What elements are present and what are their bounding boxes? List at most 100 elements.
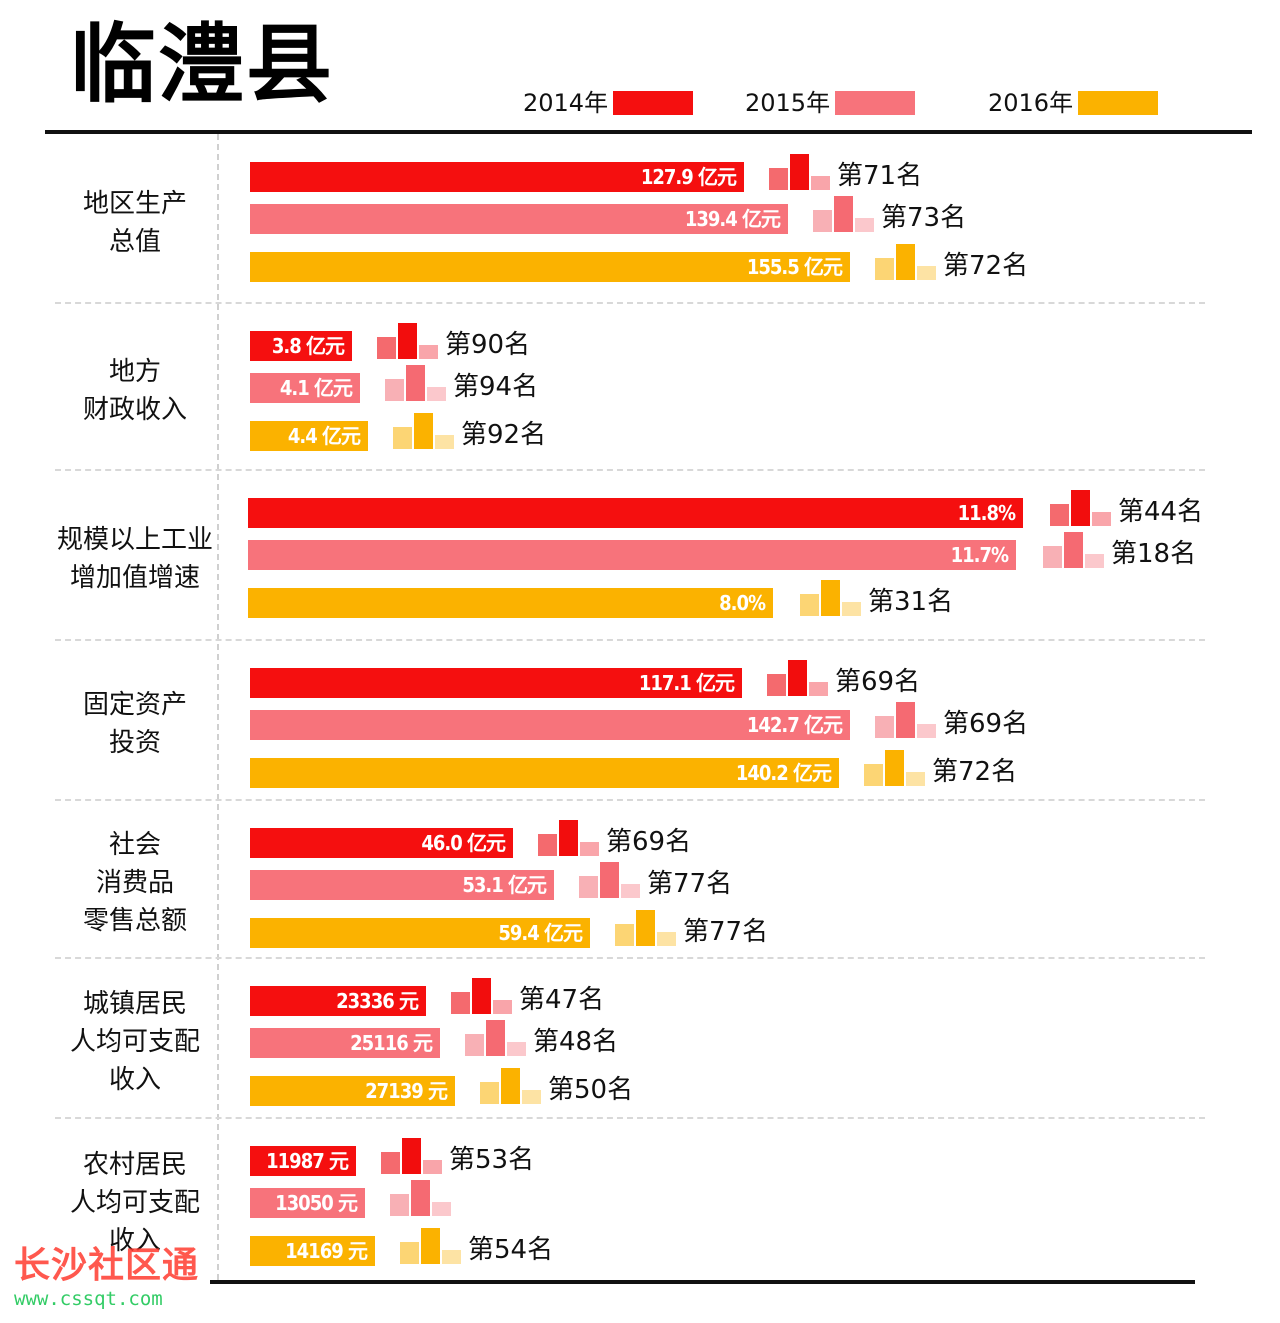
rank-label: 第48名 [533, 1027, 619, 1057]
rank-label: 第71名 [837, 161, 923, 191]
rank-icon-bar [421, 1228, 440, 1264]
data-bar: 3.8 亿元 [250, 331, 352, 361]
rank-icon-bar [472, 978, 491, 1014]
group-separator [55, 799, 1205, 801]
legend-swatch [1078, 91, 1158, 115]
rank-icon-bar [423, 1160, 442, 1174]
data-bar: 8.0% [248, 588, 773, 618]
rank-icon-bar [809, 682, 828, 696]
rank-icon-bar [393, 427, 412, 449]
rank-icon-bar [896, 244, 915, 280]
group-separator [55, 1117, 1205, 1119]
rank-icon-bar [442, 1250, 461, 1264]
data-bar: 11.8% [248, 498, 1023, 528]
bar-value-label: 27139 元 [365, 1079, 448, 1103]
rank-icon-bar [432, 1202, 451, 1216]
data-bar: 59.4 亿元 [250, 918, 590, 948]
rank-bars-icon [767, 660, 829, 696]
bar-value-label: 23336 元 [336, 989, 419, 1013]
rank-label: 第53名 [449, 1145, 535, 1175]
rank-bars-icon [1043, 532, 1105, 568]
rank-icon-bar [1071, 490, 1090, 526]
rank-bars-icon [451, 978, 513, 1014]
rank-icon-bar [621, 884, 640, 898]
rank-icon-bar [896, 702, 915, 738]
data-bar: 25116 元 [250, 1028, 440, 1058]
bar-value-label: 140.2 亿元 [735, 761, 832, 785]
watermark-logo: 长沙社区通 [14, 1245, 200, 1286]
rank-icon-bar [411, 1180, 430, 1216]
rank-icon-bar [813, 210, 832, 232]
data-bar: 139.4 亿元 [250, 204, 788, 234]
rank-icon-bar [1092, 512, 1111, 526]
rank-label: 第90名 [445, 330, 531, 360]
rank-icon-bar [657, 932, 676, 946]
group-separator [55, 469, 1205, 471]
bar-value-label: 11987 元 [266, 1149, 349, 1173]
data-bar: 127.9 亿元 [250, 162, 744, 192]
rank-label: 第94名 [453, 372, 539, 402]
rank-label: 第50名 [548, 1075, 634, 1105]
data-bar: 11987 元 [250, 1146, 356, 1176]
group-separator [55, 639, 1205, 641]
rank-icon-bar [917, 266, 936, 280]
data-bar: 155.5 亿元 [250, 252, 850, 282]
data-bar: 142.7 亿元 [250, 710, 850, 740]
data-bar: 14169 元 [250, 1236, 375, 1266]
rank-icon-bar [406, 365, 425, 401]
rank-label: 第31名 [868, 587, 954, 617]
bar-value-label: 142.7 亿元 [746, 713, 843, 737]
rank-icon-bar [390, 1194, 409, 1216]
rank-bars-icon [875, 702, 937, 738]
rank-icon-bar [834, 196, 853, 232]
rank-icon-bar [435, 435, 454, 449]
category-label: 地方 财政收入 [82, 356, 187, 425]
watermark-url: www.cssqt.com [14, 1288, 163, 1310]
legend-swatch [835, 91, 915, 115]
rank-bars-icon [864, 750, 926, 786]
rank-label: 第72名 [932, 757, 1018, 787]
rank-icon-bar [486, 1020, 505, 1056]
rank-label: 第77名 [647, 869, 733, 899]
bar-value-label: 8.0% [719, 591, 766, 615]
rank-icon-bar [636, 910, 655, 946]
data-bar: 4.4 亿元 [250, 421, 368, 451]
bar-value-label: 11.7% [950, 543, 1009, 567]
category-label: 地区生产 总值 [82, 188, 187, 257]
rank-icon-bar [1064, 532, 1083, 568]
rank-bars-icon [813, 196, 875, 232]
rank-icon-bar [522, 1090, 541, 1104]
rank-bars-icon [465, 1020, 527, 1056]
bar-value-label: 53.1 亿元 [462, 873, 547, 897]
category-label: 农村居民 人均可支配 收入 [69, 1150, 200, 1256]
rank-icon-bar [398, 323, 417, 359]
data-bar: 117.1 亿元 [250, 668, 742, 698]
rank-bars-icon [1050, 490, 1112, 526]
rank-icon-bar [811, 176, 830, 190]
bottom-rule [210, 1280, 1195, 1284]
rank-icon-bar [465, 1034, 484, 1056]
rank-bars-icon [390, 1180, 452, 1216]
bar-value-label: 59.4 亿元 [498, 921, 583, 945]
rank-icon-bar [427, 387, 446, 401]
group-separator [55, 957, 1205, 959]
rank-icon-bar [821, 580, 840, 616]
rank-icon-bar [381, 1152, 400, 1174]
rank-icon-bar [855, 218, 874, 232]
group-separator [55, 302, 1205, 304]
data-bar: 4.1 亿元 [250, 373, 360, 403]
rank-icon-bar [788, 660, 807, 696]
rank-bars-icon [615, 910, 677, 946]
rank-icon-bar [769, 168, 788, 190]
rank-icon-bar [800, 594, 819, 616]
rank-bars-icon [480, 1068, 542, 1104]
bar-value-label: 139.4 亿元 [684, 207, 781, 231]
data-bar: 27139 元 [250, 1076, 455, 1106]
rank-bars-icon [385, 365, 447, 401]
bar-value-label: 46.0 亿元 [421, 831, 506, 855]
bar-value-label: 117.1 亿元 [638, 671, 735, 695]
rank-icon-bar [385, 379, 404, 401]
data-bar: 11.7% [248, 540, 1016, 570]
bar-value-label: 3.8 亿元 [271, 334, 345, 358]
rank-label: 第44名 [1118, 497, 1204, 527]
